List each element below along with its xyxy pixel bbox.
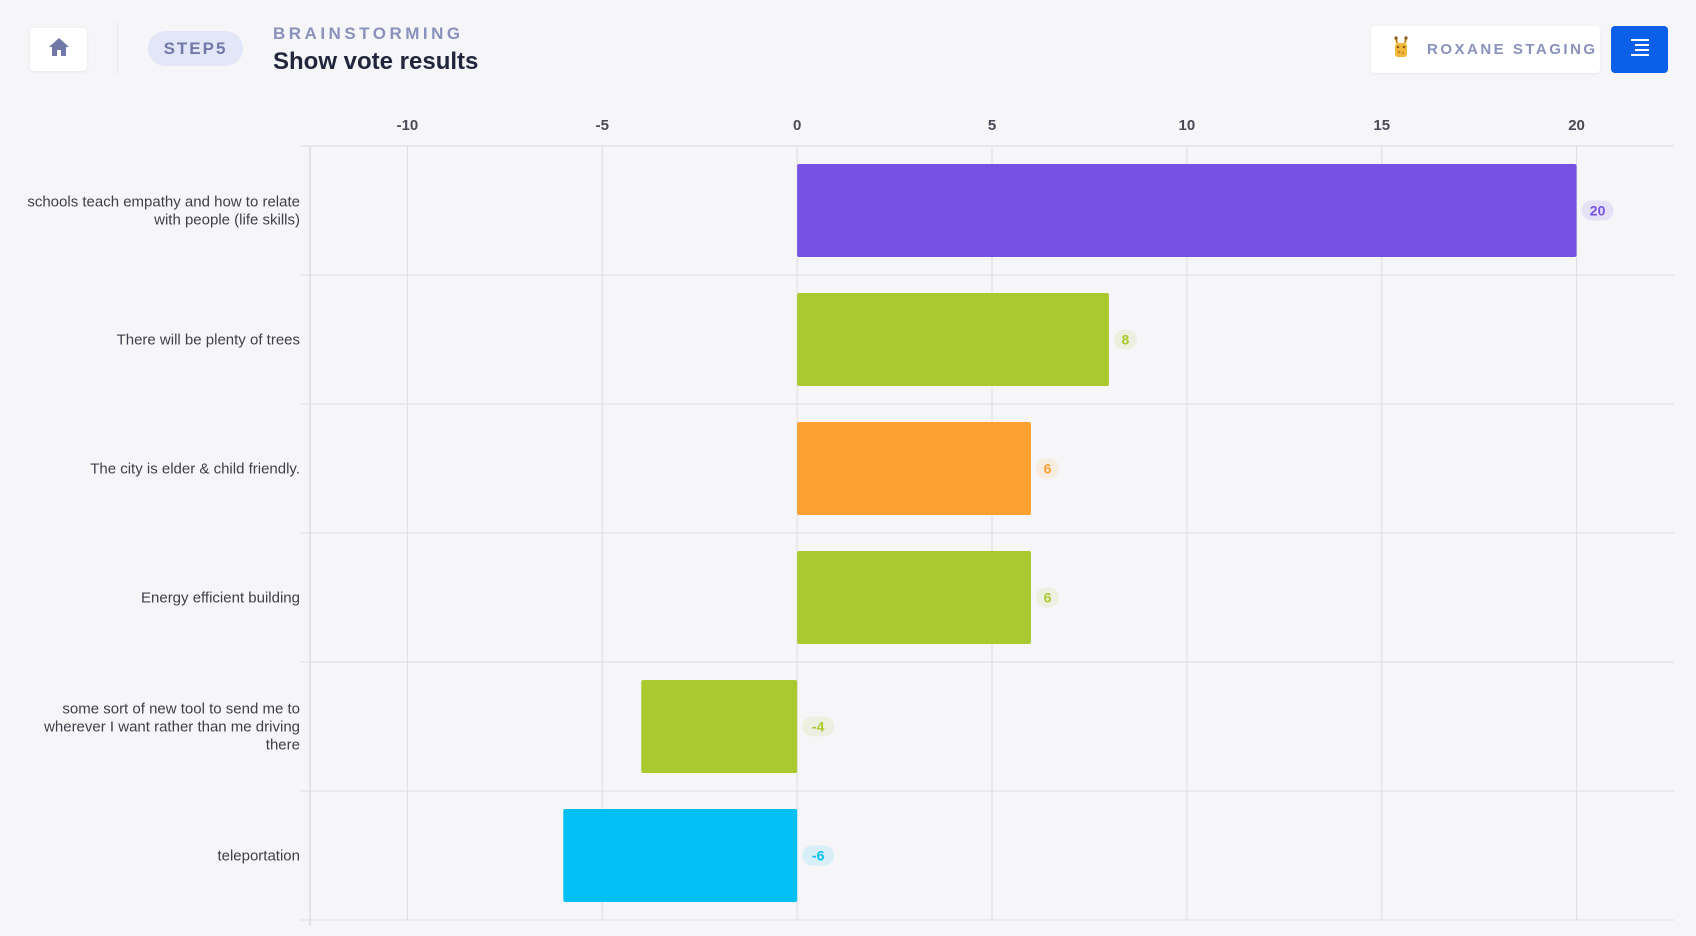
x-tick-label: 0 — [793, 117, 801, 134]
category-label-line: The city is elder & child friendly. — [90, 461, 300, 478]
category-label: There will be plenty of trees — [117, 332, 300, 349]
home-button[interactable] — [30, 28, 87, 71]
x-tick-label: -10 — [397, 117, 419, 134]
value-label: -6 — [812, 848, 825, 864]
bar — [797, 293, 1109, 386]
value-label: 20 — [1590, 203, 1606, 219]
value-label: -4 — [812, 719, 825, 735]
home-icon — [48, 37, 70, 62]
category-label-line: some sort of new tool to send me to — [62, 701, 300, 718]
category-label-line: Energy efficient building — [141, 590, 300, 607]
top-bar: STEP5 BRAINSTORMING Show vote results RO… — [0, 0, 1696, 96]
category-label: Energy efficient building — [141, 590, 300, 607]
menu-icon — [1629, 37, 1651, 62]
value-badge — [802, 845, 835, 866]
bar — [797, 164, 1577, 257]
menu-button[interactable] — [1611, 26, 1668, 73]
x-tick-label: 15 — [1373, 117, 1390, 134]
step-badge: STEP5 — [148, 31, 243, 66]
value-badge — [1035, 587, 1059, 608]
value-badge — [802, 716, 835, 737]
giraffe-avatar-icon — [1391, 35, 1411, 64]
x-tick-label: 20 — [1568, 117, 1585, 134]
category-label: The city is elder & child friendly. — [90, 461, 300, 478]
category-label-line: wherever I want rather than me driving — [43, 719, 300, 736]
bar — [641, 680, 798, 773]
value-badge — [1581, 200, 1614, 221]
x-tick-label: 5 — [988, 117, 996, 134]
category-label-line: schools teach empathy and how to relate — [27, 194, 300, 211]
category-label: some sort of new tool to send me to where… — [43, 701, 300, 754]
category-label-line: there — [266, 737, 300, 754]
workspace-label: ROXANE STAGING — [1427, 41, 1598, 58]
bar — [563, 809, 798, 902]
category-label: schools teach empathy and how to relate w… — [27, 194, 300, 229]
category-label-line: There will be plenty of trees — [117, 332, 300, 349]
vote-results-chart: -10 -5 0 5 10 15 20 20 schools teach empathy and… — [27, 117, 1674, 926]
value-label: 6 — [1044, 590, 1052, 606]
value-label: 6 — [1044, 461, 1052, 477]
bar — [797, 422, 1031, 515]
value-label: 8 — [1122, 332, 1130, 348]
x-tick-label: 10 — [1179, 117, 1196, 134]
page-title: Show vote results — [273, 48, 479, 75]
workspace-button[interactable]: ROXANE STAGING — [1371, 26, 1600, 73]
value-badge — [1035, 458, 1059, 479]
header-divider — [117, 22, 118, 74]
category-label-line: with people (life skills) — [153, 212, 300, 229]
category-label: teleportation — [217, 848, 300, 865]
x-tick-label: -5 — [596, 117, 609, 134]
value-badge — [1113, 329, 1137, 350]
category-label-line: teleportation — [217, 848, 300, 865]
bar — [797, 551, 1031, 644]
section-label: BRAINSTORMING — [273, 24, 464, 43]
